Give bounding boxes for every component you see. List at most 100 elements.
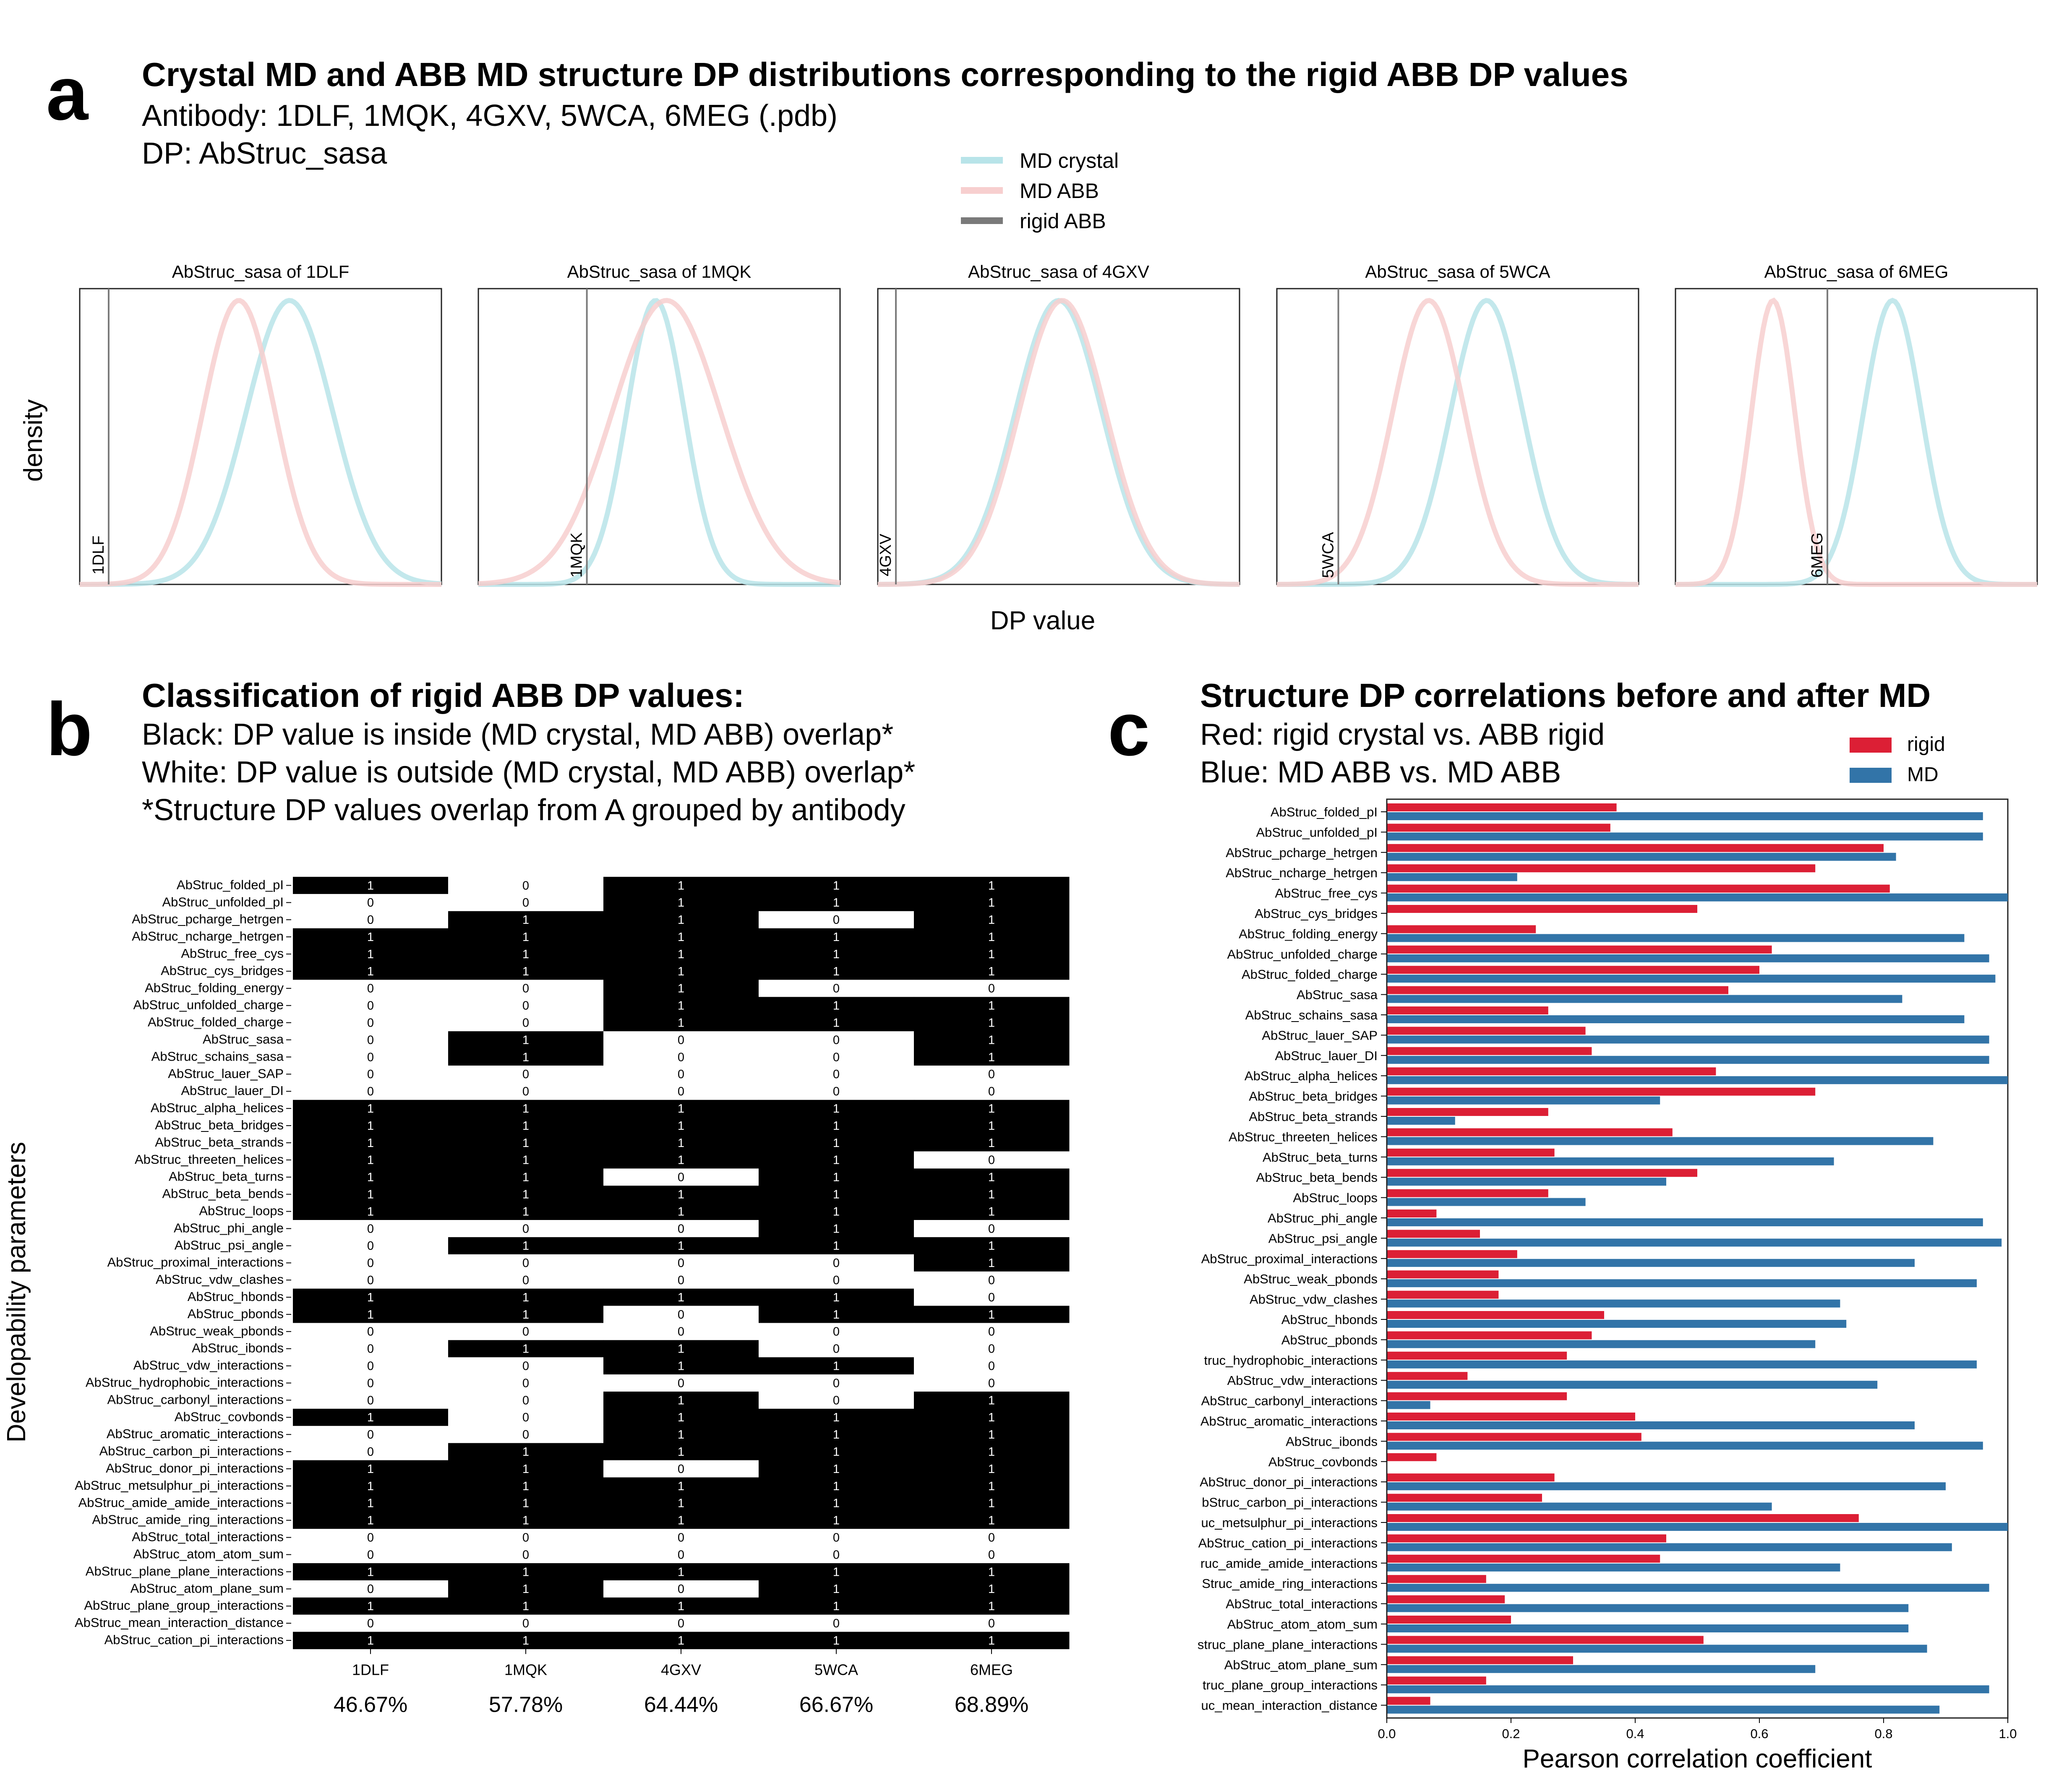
bar-md <box>1387 832 1983 841</box>
bar-legend-label: rigid <box>1907 733 1945 756</box>
subplot-frame <box>478 288 841 585</box>
heatmap-cell <box>759 1031 914 1049</box>
heatmap-cell <box>448 1288 604 1306</box>
heatmap-cell <box>759 1563 914 1581</box>
heatmap-cell <box>448 1065 604 1083</box>
heatmap-cell <box>293 1254 449 1272</box>
heatmap-col-label: 6MEG <box>970 1661 1013 1679</box>
bar-md <box>1387 975 1996 983</box>
heatmap-cell-value: 1 <box>522 1102 529 1116</box>
bar-rigid <box>1387 1554 1660 1563</box>
heatmap-cell <box>293 911 449 929</box>
bar-md <box>1387 893 2008 902</box>
heatmap-cell <box>603 1460 759 1478</box>
heatmap-cell-value: 0 <box>522 1428 529 1442</box>
bar-category-label: Struc_amide_ring_interactions <box>1202 1576 1378 1591</box>
bar-md <box>1387 1279 1977 1288</box>
heatmap-cell-value: 1 <box>988 879 995 892</box>
panel-a-title: Crystal MD and ABB MD structure DP distr… <box>142 56 1628 93</box>
heatmap-cell-value: 1 <box>678 1359 684 1373</box>
heatmap-cell-value: 1 <box>367 1137 374 1150</box>
heatmap-cell <box>759 1271 914 1289</box>
heatmap-cell-value: 0 <box>988 982 995 996</box>
heatmap-cell-value: 0 <box>522 1274 529 1287</box>
heatmap-cell <box>914 1392 1070 1409</box>
bar-md <box>1387 1624 1909 1632</box>
heatmap-cell-value: 1 <box>988 948 995 961</box>
heatmap-cell <box>448 1477 604 1495</box>
heatmap-row-label: AbStruc_unfolded_charge <box>133 998 284 1012</box>
heatmap-cell-value: 1 <box>833 1565 840 1579</box>
panel-b-line1: Black: DP value is inside (MD crystal, M… <box>142 718 893 751</box>
heatmap-cell <box>293 1134 449 1152</box>
bar-legend-swatch <box>1850 768 1892 783</box>
heatmap-cell <box>914 1306 1070 1323</box>
heatmap-cell <box>448 1408 604 1426</box>
heatmap-cell <box>603 1426 759 1444</box>
heatmap-cell <box>603 1306 759 1323</box>
bar-category-label: AbStruc_atom_plane_sum <box>1224 1658 1378 1672</box>
heatmap-cell <box>603 1237 759 1255</box>
heatmap-cell-value: 0 <box>367 1376 374 1390</box>
heatmap-cell-value: 1 <box>988 1033 995 1047</box>
heatmap-cell-value: 0 <box>988 1274 995 1287</box>
bar-md <box>1387 1320 1847 1328</box>
bar-md <box>1387 1259 1915 1267</box>
heatmap-cell <box>448 1443 604 1461</box>
heatmap-cell <box>293 980 449 997</box>
bar-md <box>1387 1523 2008 1531</box>
x-tick-label: 0.0 <box>1378 1726 1396 1741</box>
density-curve-md-abb <box>478 298 840 587</box>
heatmap-cell <box>293 1340 449 1358</box>
heatmap-cell-value: 0 <box>367 1274 374 1287</box>
heatmap-cell-value: 1 <box>833 1359 840 1373</box>
heatmap-cell <box>293 945 449 963</box>
heatmap-cell-value: 1 <box>367 1171 374 1184</box>
heatmap-cell <box>293 1614 449 1632</box>
legend-label-0: MD crystal <box>1020 149 1119 172</box>
heatmap-cell-value: 1 <box>367 1102 374 1116</box>
heatmap-cell <box>603 1271 759 1289</box>
bar-category-label: AbStruc_beta_bridges <box>1249 1089 1378 1104</box>
heatmap-row-label: AbStruc_threeten_helices <box>135 1152 284 1167</box>
heatmap-cell <box>293 1082 449 1100</box>
bar-category-label: AbStruc_lauer_SAP <box>1262 1028 1378 1043</box>
bar-category-label: ruc_amide_amide_interactions <box>1200 1556 1378 1571</box>
bar-category-label: AbStruc_pcharge_hetrgen <box>1226 845 1378 860</box>
heatmap-row-label: AbStruc_beta_strands <box>155 1135 284 1150</box>
heatmap-cell <box>293 1237 449 1255</box>
heatmap-cell-value: 0 <box>367 1068 374 1081</box>
bar-category-label: AbStruc_aromatic_interactions <box>1200 1414 1378 1429</box>
heatmap-cell-value: 0 <box>833 913 840 927</box>
heatmap-cell <box>914 1220 1070 1238</box>
heatmap-cell-value: 1 <box>678 1137 684 1150</box>
bar-legend: rigid MD <box>1850 733 1945 786</box>
heatmap-cell-value: 1 <box>833 1171 840 1184</box>
heatmap-cell <box>759 911 914 929</box>
heatmap-cell <box>759 1100 914 1118</box>
bar-rigid <box>1387 966 1759 974</box>
heatmap-cell <box>448 877 604 894</box>
heatmap-cell-value: 1 <box>522 1137 529 1150</box>
heatmap-cell-value: 0 <box>367 1617 374 1630</box>
heatmap-cell-value: 1 <box>522 1342 529 1356</box>
bar-rigid <box>1387 945 1772 954</box>
bar-md <box>1387 1218 1983 1226</box>
heatmap-row-label: AbStruc_vdw_interactions <box>133 1358 284 1373</box>
heatmap-cell <box>448 911 604 929</box>
heatmap-row-label: AbStruc_free_cys <box>181 946 284 961</box>
heatmap-col-label: 1MQK <box>504 1661 547 1679</box>
heatmap-cell-value: 1 <box>367 1497 374 1510</box>
heatmap-cell-value: 0 <box>833 1325 840 1339</box>
heatmap-cell <box>914 1031 1070 1049</box>
heatmap-cell-value: 1 <box>678 931 684 944</box>
heatmap-cell-value: 0 <box>522 1411 529 1424</box>
heatmap-cell <box>759 1477 914 1495</box>
bar-category-label: AbStruc_beta_bends <box>1256 1170 1378 1185</box>
heatmap-cell <box>759 1512 914 1529</box>
heatmap-cell <box>603 1529 759 1546</box>
bar-md <box>1387 954 1989 962</box>
density-subplot-4: AbStruc_sasa of 6MEG 6MEG <box>1675 262 2038 587</box>
heatmap-cell <box>448 1100 604 1118</box>
panel-a-legend: MD crystal MD ABB rigid ABB <box>961 149 1119 233</box>
